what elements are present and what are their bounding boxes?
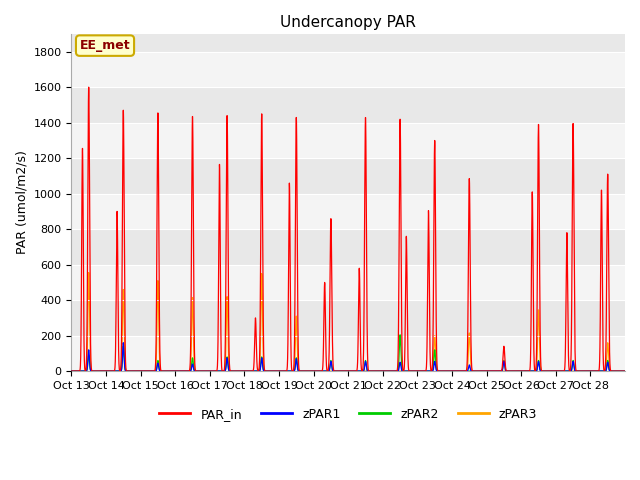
- Bar: [72, 52, 625, 87]
- Y-axis label: PAR (umol/m2/s): PAR (umol/m2/s): [15, 151, 28, 254]
- Bar: [72, 264, 625, 300]
- Legend: PAR_in, zPAR1, zPAR2, zPAR3: PAR_in, zPAR1, zPAR2, zPAR3: [154, 403, 542, 426]
- Title: Undercanopy PAR: Undercanopy PAR: [280, 15, 416, 30]
- Bar: [72, 336, 625, 371]
- Text: EE_met: EE_met: [80, 39, 131, 52]
- Bar: [72, 123, 625, 158]
- Bar: [72, 193, 625, 229]
